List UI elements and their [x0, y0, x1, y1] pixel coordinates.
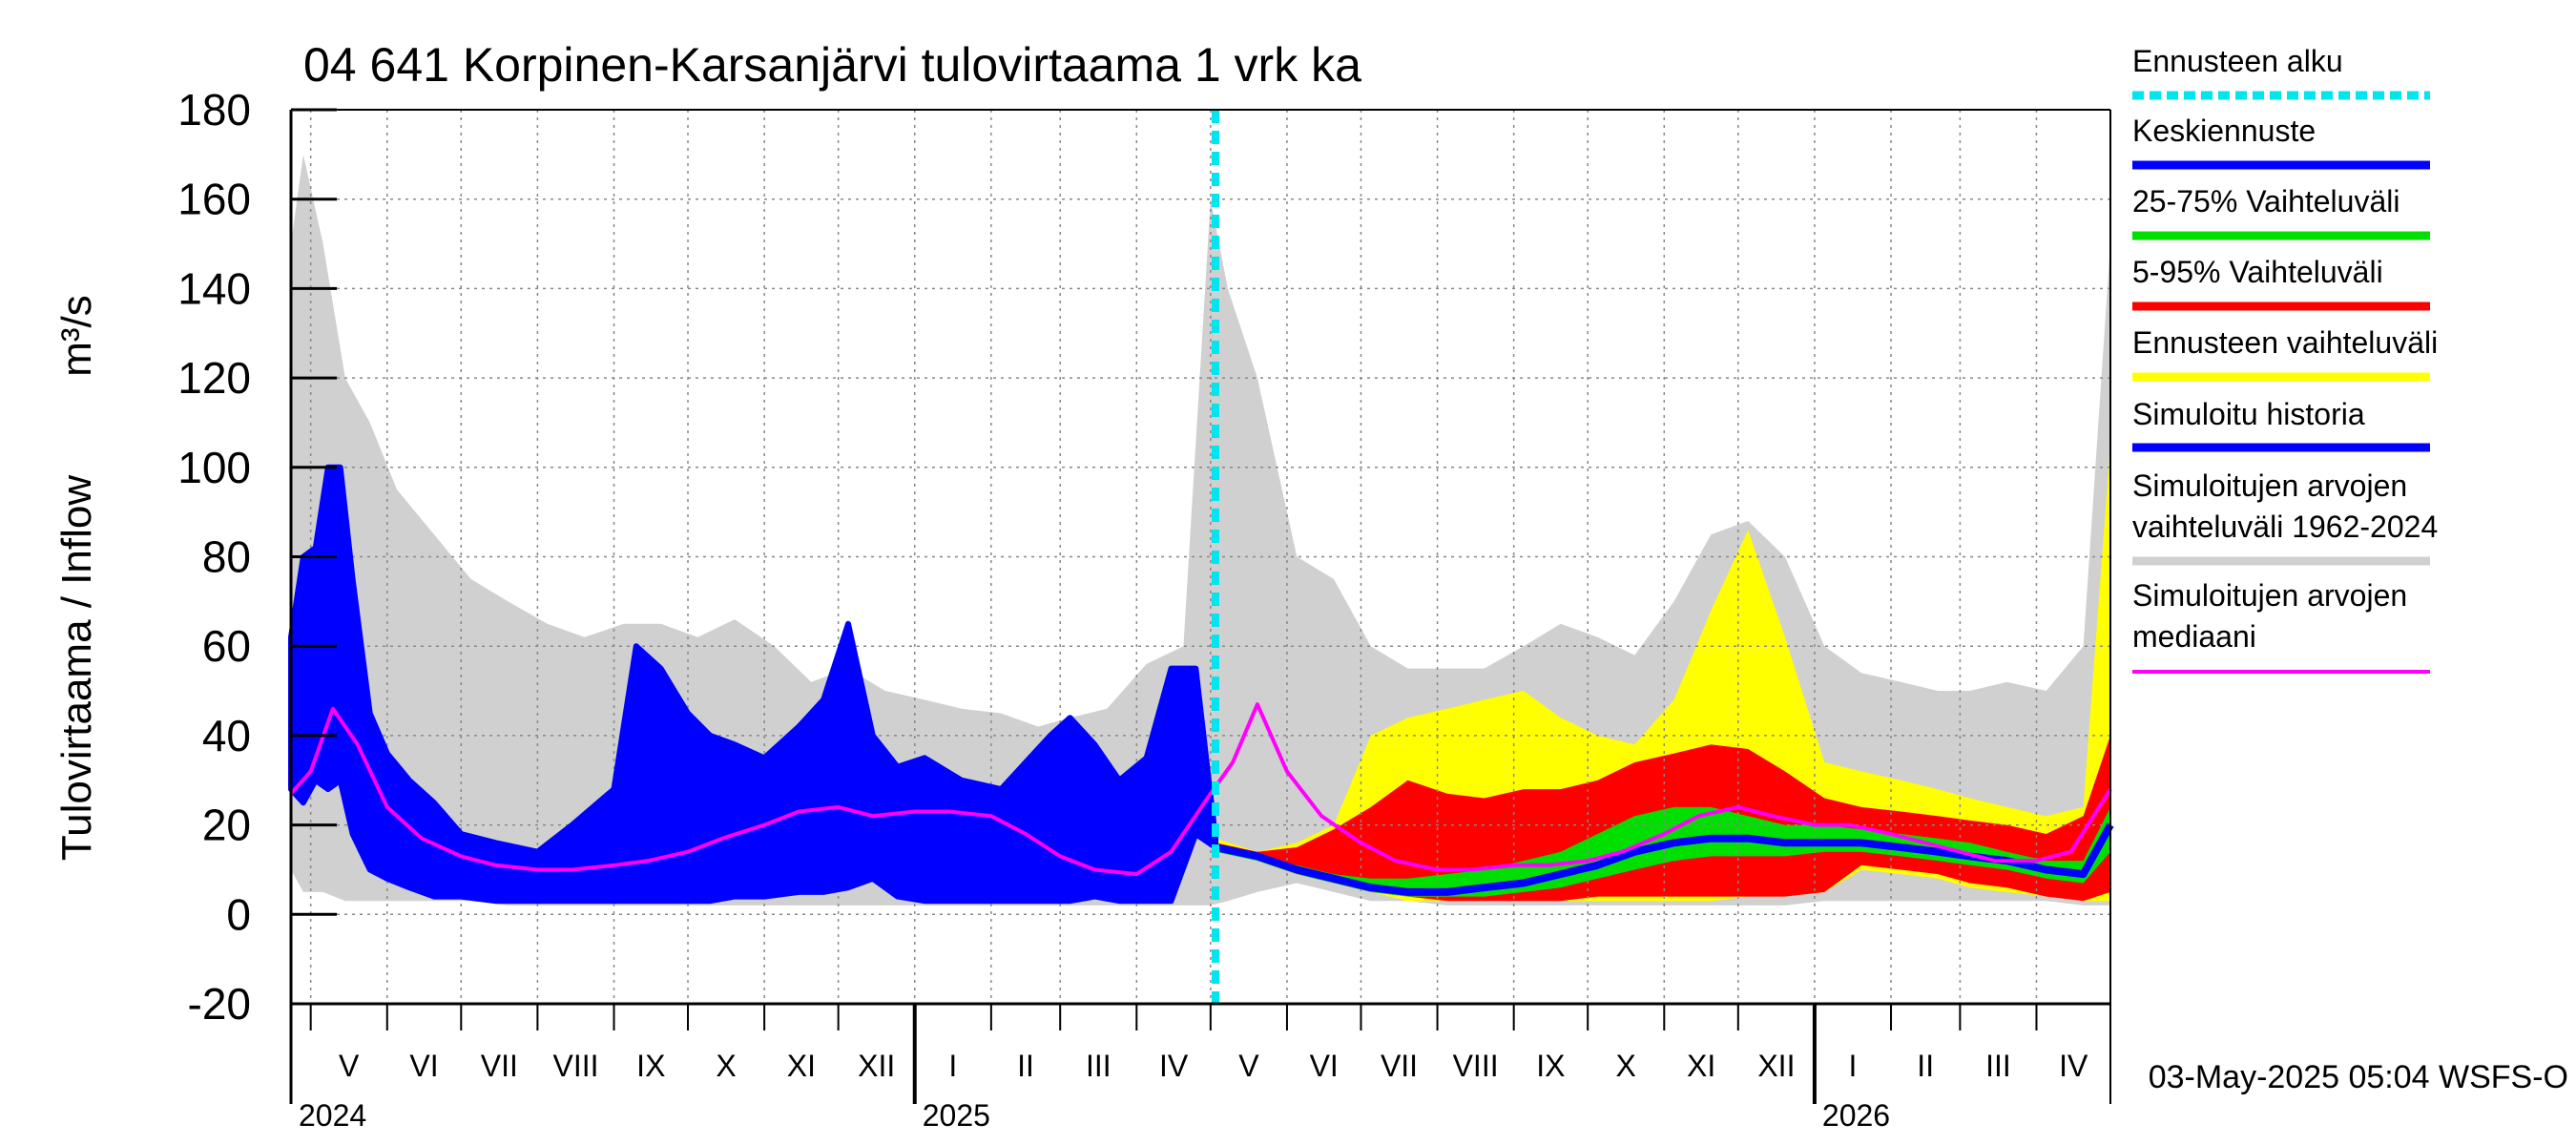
y-tick-label: 160 — [177, 175, 251, 224]
legend-label: Simuloitujen arvojen — [2132, 578, 2407, 613]
x-month-label: III — [1086, 1049, 1111, 1083]
y-tick-label: -20 — [188, 979, 251, 1029]
x-year-label: 2024 — [299, 1098, 366, 1133]
x-month-label: V — [1238, 1049, 1259, 1083]
x-month-label: XI — [1687, 1049, 1715, 1083]
x-month-label: I — [1849, 1049, 1858, 1083]
legend-item: Simuloitujen arvojen mediaani — [2132, 578, 2430, 674]
y-tick-label: 180 — [177, 85, 251, 135]
x-month-label: IX — [1536, 1049, 1565, 1083]
x-month-label: II — [1917, 1049, 1934, 1083]
x-month-label: VI — [1310, 1049, 1339, 1083]
legend: Ennusteen alku Keskiennuste 25-75% Vaihtel… — [2132, 44, 2438, 674]
legend-item: Ennusteen alku — [2132, 44, 2430, 100]
legend-item: Keskiennuste — [2132, 114, 2430, 170]
y-tick-label: 100 — [177, 443, 251, 492]
x-month-label: VII — [481, 1049, 518, 1083]
legend-label: Ennusteen vaihteluväli — [2132, 325, 2438, 360]
chart-title: 04 641 Korpinen-Karsanjärvi tulovirtaama… — [303, 38, 1361, 92]
legend-item: Simuloitujen arvojen vaihteluväli 1962-20… — [2132, 468, 2438, 566]
series-simuloitujen-arvojen-mediaani — [289, 702, 2112, 877]
legend-item: 5-95% Vaihteluväli — [2132, 255, 2430, 311]
x-month-label: XII — [858, 1049, 895, 1083]
x-month-label: XI — [787, 1049, 816, 1083]
x-month-label: VIII — [552, 1049, 598, 1083]
y-tick-label: 0 — [226, 889, 251, 939]
legend-label: Simuloitujen arvojen — [2132, 468, 2407, 503]
x-month-label: XII — [1757, 1049, 1795, 1083]
x-year-label: 2025 — [923, 1098, 990, 1133]
legend-label: Keskiennuste — [2132, 114, 2316, 148]
x-year-label: 2026 — [1822, 1098, 1890, 1133]
x-month-label: IV — [2059, 1049, 2088, 1083]
footer-timestamp: 03-May-2025 05:04 WSFS-O — [2149, 1059, 2568, 1095]
x-month-label: X — [716, 1049, 736, 1083]
legend-item: Simuloitu historia — [2132, 397, 2430, 452]
legend-label: Simuloitu historia — [2132, 397, 2365, 431]
legend-label: 25-75% Vaihteluväli — [2132, 184, 2399, 219]
x-month-label: X — [1616, 1049, 1636, 1083]
legend-label: 5-95% Vaihteluväli — [2132, 255, 2383, 289]
x-month-label: IV — [1159, 1049, 1189, 1083]
series-ennusteen-vaihteluv-li — [1215, 445, 2110, 902]
legend-label: vaihteluväli 1962-2024 — [2132, 510, 2438, 544]
y-tick-label: 40 — [202, 711, 251, 760]
x-month-label: VI — [409, 1049, 438, 1083]
x-month-label: III — [1985, 1049, 2011, 1083]
y-tick-label: 80 — [202, 532, 251, 582]
x-month-label: VII — [1381, 1049, 1418, 1083]
ranges-layer — [291, 154, 2110, 906]
y-tick-label: 20 — [202, 801, 251, 850]
x-month-label: II — [1017, 1049, 1034, 1083]
y-axis-unit: m³/s — [53, 295, 100, 377]
legend-item: Ennusteen vaihteluväli — [2132, 325, 2438, 382]
x-month-label: V — [339, 1049, 360, 1083]
series-layer — [288, 110, 2114, 1004]
y-tick-label: 120 — [177, 353, 251, 403]
series-simuloitujen-arvojen-vaihteluv-li-1962-2024 — [291, 154, 2110, 906]
y-tick-label: 60 — [202, 621, 251, 671]
y-tick-label: 140 — [177, 263, 251, 313]
series-25-75-vaihteluv-li — [1215, 806, 2110, 897]
legend-label: Ennusteen alku — [2132, 44, 2343, 78]
legend-item: 25-75% Vaihteluväli — [2132, 184, 2430, 240]
legend-label: mediaani — [2132, 619, 2256, 654]
x-month-label: I — [948, 1049, 957, 1083]
x-month-label: IX — [636, 1049, 665, 1083]
y-axis-label: Tulovirtaama / Inflow — [53, 475, 100, 862]
x-month-label: VIII — [1453, 1049, 1499, 1083]
